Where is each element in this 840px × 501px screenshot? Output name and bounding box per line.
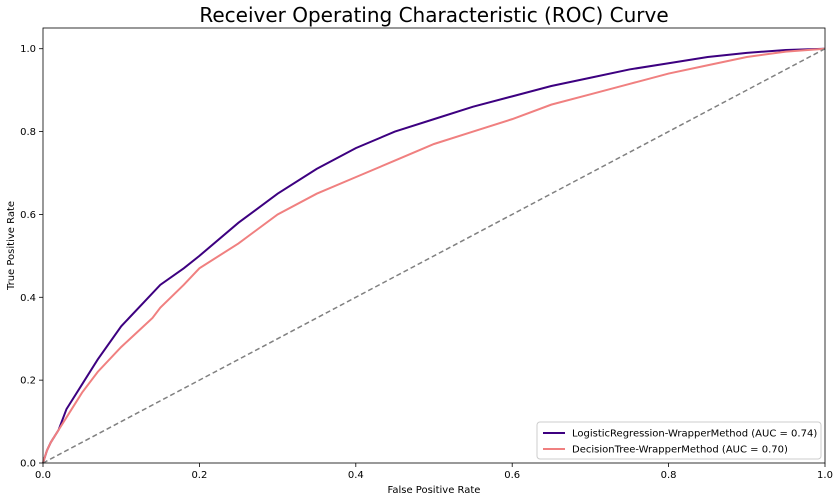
y-tick-label: 0.6 bbox=[20, 210, 36, 221]
x-tick-label: 0.0 bbox=[35, 470, 51, 481]
legend: LogisticRegression-WrapperMethod (AUC = … bbox=[536, 421, 822, 460]
y-tick-label: 0.4 bbox=[20, 293, 36, 304]
legend-box bbox=[536, 421, 822, 460]
chance-diagonal-line bbox=[42, 48, 826, 464]
y-tick-label: 0.8 bbox=[20, 127, 36, 138]
y-tick-label: 0.2 bbox=[20, 376, 36, 387]
y-tick-label: 1.0 bbox=[20, 44, 36, 55]
x-tick-label: 0.2 bbox=[191, 470, 207, 481]
plot-area bbox=[42, 47, 826, 464]
x-axis-label: False Positive Rate bbox=[388, 485, 481, 496]
plot-frame bbox=[42, 27, 826, 464]
x-tick-label: 1.0 bbox=[817, 470, 833, 481]
series-line-1 bbox=[42, 47, 826, 464]
x-tick-label: 0.8 bbox=[661, 470, 677, 481]
y-axis-label: True Positive Rate bbox=[6, 201, 17, 291]
series-line-2 bbox=[42, 47, 826, 464]
chart-title: Receiver Operating Characteristic (ROC) … bbox=[199, 3, 668, 27]
x-tick-label: 0.4 bbox=[348, 470, 364, 481]
legend-entry-label: LogisticRegression-WrapperMethod (AUC = … bbox=[572, 429, 817, 440]
x-tick-label: 0.6 bbox=[504, 470, 520, 481]
legend-entry-label: DecisionTree-WrapperMethod (AUC = 0.70) bbox=[572, 445, 788, 456]
y-tick-label: 0.0 bbox=[20, 459, 36, 470]
